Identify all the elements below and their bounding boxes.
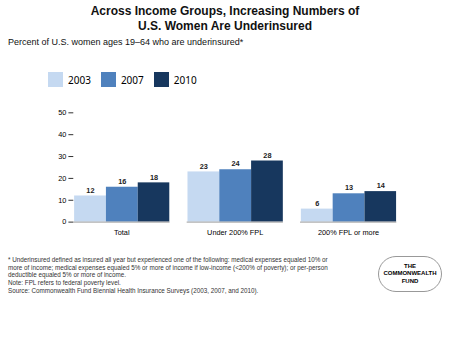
- svg-text:40: 40: [58, 130, 66, 139]
- html-text:COMMONWEALTH: COMMONWEALTH: [383, 270, 437, 277]
- html-text:* Underinsured defined as insu: * Underinsured defined as insured all ye…: [8, 255, 328, 263]
- svg-text:50: 50: [58, 108, 66, 117]
- html-text:Percent of U.S. women ages 19–: Percent of U.S. women ages 19–64 who are…: [8, 37, 244, 47]
- svg-text:13: 13: [345, 183, 353, 192]
- html-text:Note: FPL refers to federal po: Note: FPL refers to federal poverty leve…: [8, 279, 121, 287]
- svg-text:18: 18: [150, 173, 158, 182]
- svg-text:6: 6: [315, 199, 319, 208]
- svg-text:30: 30: [58, 152, 66, 161]
- html-text:deductible equaled 5% or more: deductible equaled 5% or more of income.: [8, 271, 126, 279]
- svg-text:12: 12: [86, 186, 94, 195]
- html-text:THE: THE: [404, 262, 416, 269]
- html-text:FUND: FUND: [401, 277, 419, 284]
- svg-text:Under 200% FPL: Under 200% FPL: [207, 228, 263, 237]
- html-text:2010: 2010: [173, 72, 197, 87]
- html-text:more of income; medical expens: more of income; medical expenses equaled…: [8, 263, 328, 271]
- html-text:Across Income Groups, Increasi: Across Income Groups, Increasing Numbers…: [90, 4, 360, 33]
- svg-text:28: 28: [263, 151, 271, 160]
- svg-text:23: 23: [200, 162, 208, 171]
- svg-text:14: 14: [377, 181, 386, 190]
- svg-text:200% FPL or more: 200% FPL or more: [318, 228, 379, 237]
- svg-text:0: 0: [62, 217, 66, 226]
- svg-text:Total: Total: [114, 228, 130, 237]
- svg-text:10: 10: [58, 196, 66, 205]
- html-text:2007: 2007: [120, 72, 144, 87]
- svg-text:16: 16: [118, 177, 126, 186]
- html-text:Source: Commonwealth Fund Bien: Source: Commonwealth Fund Biennial Healt…: [8, 287, 259, 295]
- html-text:2003: 2003: [68, 72, 91, 87]
- svg-text:20: 20: [58, 174, 66, 183]
- svg-text:24: 24: [232, 159, 241, 168]
